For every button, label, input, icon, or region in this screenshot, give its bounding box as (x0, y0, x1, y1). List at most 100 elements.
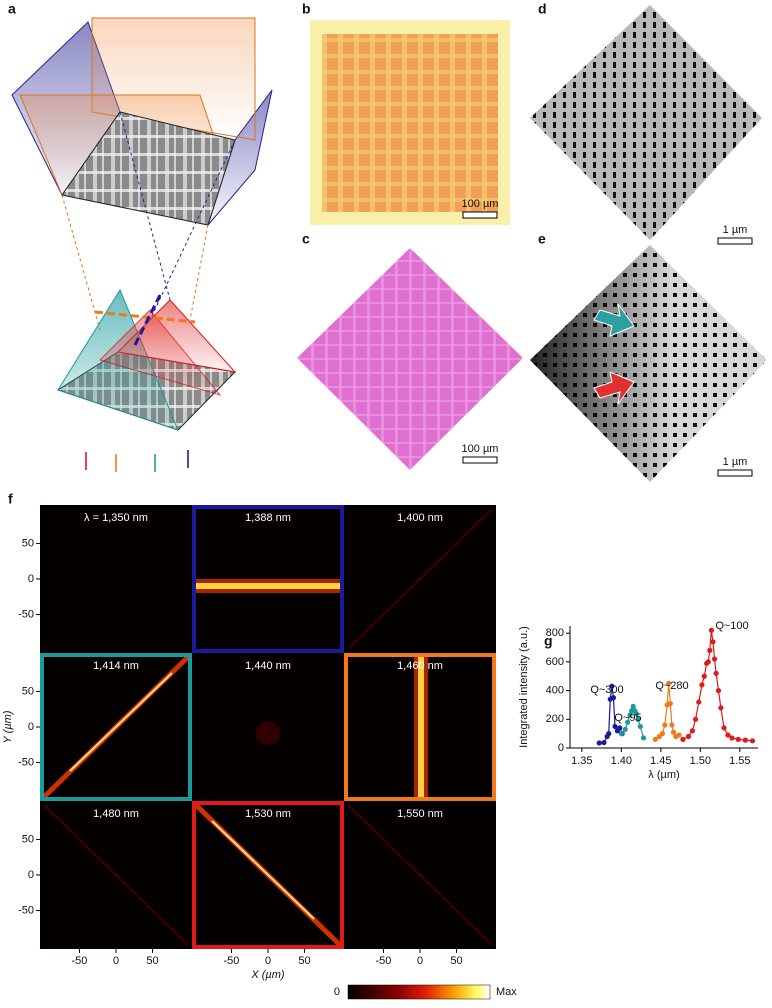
data-point (633, 710, 639, 717)
panel-label: e (538, 231, 546, 247)
cell-label: 1,550 nm (397, 808, 443, 820)
data-point (627, 712, 633, 718)
mode-faint (347, 508, 493, 650)
image-c (297, 248, 523, 470)
cell-label: λ = 1,350 nm (84, 512, 148, 524)
data-point (606, 731, 612, 737)
data-point (667, 700, 673, 707)
x-tick-label: 50 (146, 955, 158, 967)
data-point (713, 670, 719, 676)
data-point (609, 683, 615, 689)
scale-bar (717, 469, 753, 477)
data-point (601, 739, 607, 746)
data-point (612, 723, 618, 730)
data-point (699, 682, 705, 688)
data-point (701, 673, 707, 679)
y-tick-label: 600 (546, 656, 564, 668)
cell-frame (192, 801, 344, 949)
y-tick-label: -50 (18, 756, 34, 768)
data-point (610, 695, 617, 701)
scale-bar-label: 1 µm (723, 224, 748, 236)
data-point (635, 716, 641, 722)
data-point (729, 735, 735, 741)
cell-label: 1,530 nm (245, 808, 291, 820)
y-tick-label: 50 (22, 833, 34, 845)
data-point (707, 647, 713, 654)
x-tick-label: 0 (113, 955, 119, 967)
scale-bar (462, 456, 498, 464)
scale-bar-label: 100 µm (462, 198, 499, 210)
data-point (689, 728, 696, 734)
panel-label: d (538, 1, 547, 17)
annotation: Q~300 (590, 684, 623, 696)
x-tick-label: 1.45 (650, 755, 671, 767)
x-tick-label: 1.50 (690, 755, 711, 767)
cell-label: 1,440 nm (245, 660, 291, 672)
data-point (676, 732, 682, 738)
data-point (637, 723, 643, 730)
image-d (530, 5, 762, 240)
line-shape (133, 294, 162, 346)
y-tick-label: -50 (18, 904, 34, 916)
data-point (742, 737, 748, 743)
x-tick-label: 0 (265, 955, 271, 967)
mode-core (211, 820, 315, 920)
data-point (711, 656, 718, 662)
scale-bar (717, 237, 753, 245)
mode-faint (347, 804, 493, 946)
data-point (662, 722, 668, 728)
line-shape (119, 111, 171, 301)
panel-label: g (544, 633, 553, 649)
data-point (680, 736, 686, 742)
heatmap (40, 505, 192, 653)
y-tick-label: 50 (22, 685, 34, 697)
g-shape (85, 450, 189, 472)
cell-frame (344, 653, 496, 801)
data-point (692, 716, 699, 722)
y-tick-label: -50 (18, 608, 34, 620)
mode-core (418, 657, 424, 797)
data-point (659, 731, 666, 737)
data-point (749, 738, 756, 744)
mode-faint (256, 721, 280, 745)
data-point (718, 705, 724, 711)
colorbar (347, 984, 491, 1000)
y-tick-label: 0 (558, 742, 564, 754)
image-b-array (322, 34, 498, 212)
data-point (618, 731, 624, 737)
panel-label: b (302, 1, 311, 17)
x-tick-label: 50 (298, 955, 310, 967)
mode-core (196, 583, 340, 589)
y-tick-label: 0 (28, 869, 34, 881)
cell-label: 1,460 nm (397, 660, 443, 672)
panel-label: a (8, 1, 16, 17)
x-tick-label: 0 (417, 955, 423, 967)
panel-label: c (302, 231, 310, 247)
data-point (705, 659, 711, 665)
cell-label: 1,414 nm (93, 660, 139, 672)
data-point (617, 725, 623, 731)
arrow-red (593, 371, 635, 405)
cell-label: 1,400 nm (397, 512, 443, 524)
y-tick-label: 0 (28, 573, 34, 585)
x-axis-label: X (µm) (250, 969, 285, 981)
annotation: Q~100 (715, 620, 748, 632)
line-shape (61, 194, 101, 331)
y-axis-label: Integrated intensity (a.u.) (518, 626, 530, 748)
data-point (670, 729, 677, 735)
cell-label: 1,480 nm (93, 808, 139, 820)
y-tick-label: 200 (546, 713, 564, 725)
cell-label: 1,388 nm (245, 512, 291, 524)
illustration-a (11, 17, 273, 472)
data-point (652, 736, 658, 742)
scale-bar-label: 100 µm (462, 443, 499, 455)
g-shape (61, 111, 236, 331)
scale-bars: 100 µm 100 µm 1 µm 1 µm (462, 198, 753, 477)
scale-bar (462, 211, 498, 219)
y-tick-label: 50 (22, 537, 34, 549)
panel-f: λ = 1,350 nm 1,388 nm 1,400 nm 1,414 nm 1,44… (2, 505, 517, 1000)
data-point (630, 703, 636, 709)
mode-faint (43, 804, 189, 946)
image-e-shade (530, 245, 767, 482)
panel-label: f (8, 491, 13, 507)
